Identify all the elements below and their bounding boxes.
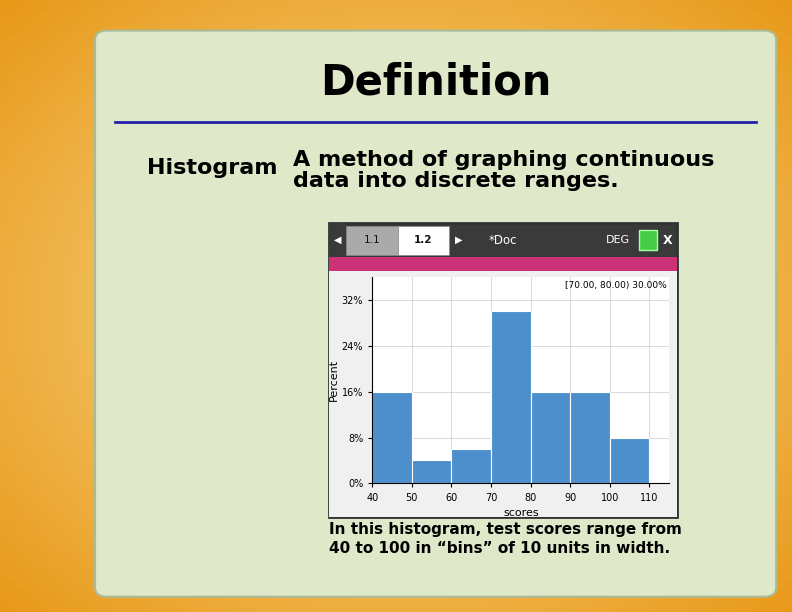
Text: Definition: Definition [320, 62, 551, 103]
Text: 1.2: 1.2 [414, 235, 432, 245]
Bar [412, 460, 451, 483]
Bar [329, 257, 677, 271]
Bar [570, 392, 610, 483]
Text: 40 to 100 in “bins” of 10 units in width.: 40 to 100 in “bins” of 10 units in width… [329, 542, 670, 556]
Bar [346, 226, 398, 255]
FancyBboxPatch shape [95, 31, 776, 597]
Bar [398, 226, 449, 255]
Text: [70.00, 80.00) 30.00%: [70.00, 80.00) 30.00% [565, 281, 666, 289]
Bar [329, 223, 346, 257]
Text: 1.1: 1.1 [364, 235, 380, 245]
Text: ▶: ▶ [455, 235, 463, 245]
Bar [451, 449, 491, 483]
Bar [639, 230, 657, 250]
Text: Histogram: Histogram [147, 159, 277, 178]
Bar [610, 438, 649, 483]
Text: data into discrete ranges.: data into discrete ranges. [293, 171, 619, 190]
Y-axis label: Percent: Percent [329, 359, 339, 401]
Text: ◀: ◀ [333, 235, 341, 245]
Text: A method of graphing continuous: A method of graphing continuous [293, 151, 714, 170]
Text: X: X [663, 234, 672, 247]
Bar [372, 392, 412, 483]
Bar [329, 223, 677, 517]
Bar [491, 311, 531, 483]
Bar [531, 392, 570, 483]
Text: In this histogram, test scores range from: In this histogram, test scores range fro… [329, 522, 682, 537]
Text: *Doc: *Doc [489, 234, 517, 247]
X-axis label: scores: scores [503, 508, 539, 518]
Bar [329, 271, 677, 517]
Text: DEG: DEG [606, 235, 630, 245]
